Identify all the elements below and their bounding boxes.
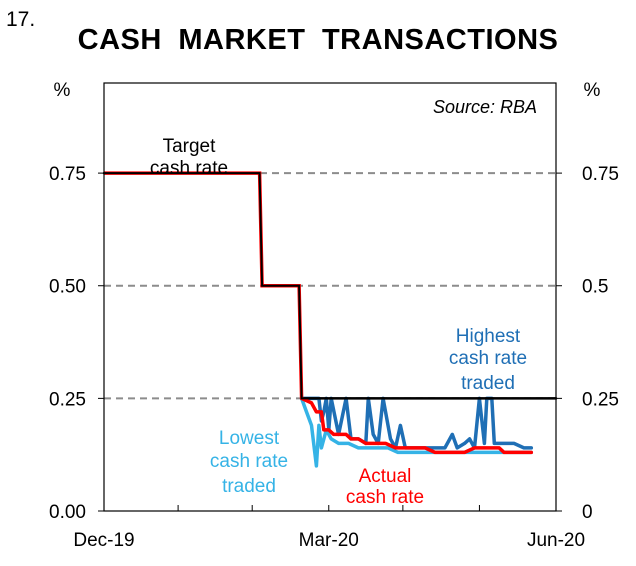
annotation-actual-line1: Actual [359,466,412,487]
y-tick-label-left: 0.00 [49,502,86,523]
annotation-lowest-line1: Lowest [219,428,280,449]
series-highest-cash-rate-traded [299,396,534,450]
y-tick-label-right: 0.5 [582,277,608,298]
left-unit-label: % [54,80,71,101]
series-lowest-cash-rate-traded [299,396,534,468]
annotation-target-line2: cash rate [150,158,228,179]
series-lines [102,171,558,468]
y-tick-label-right: 0 [582,502,593,523]
plot-frame [103,82,557,512]
right-unit-label: % [584,80,601,101]
series-target-cash-rate-overlay [104,172,556,400]
annotation-lowest-line3: traded [222,476,276,497]
axis-ticks: 0.00 0 0.25 0.25 0.50 0.5 0.75 0.75 Dec-19 Mar-20… [49,164,619,551]
x-tick-label: Dec-19 [73,530,134,551]
figure-number: 17. [6,8,36,31]
y-tick-label-left: 0.50 [49,277,86,298]
y-tick-label-right: 0.75 [582,164,619,185]
chart-title: CASH MARKET TRANSACTIONS [77,24,559,56]
annotation-highest-line2: cash rate [449,348,527,369]
series-actual-cash-rate [299,396,534,455]
x-tick-label: Mar-20 [299,530,359,551]
annotation-highest-line3: traded [461,373,515,394]
y-tick-label-right: 0.25 [582,389,619,410]
y-tick-label-left: 0.25 [49,389,86,410]
annotation-lowest-line2: cash rate [210,451,288,472]
y-tick-label-left: 0.75 [49,164,86,185]
annotation-actual-line2: cash rate [346,487,424,508]
source-label: Source: RBA [433,97,537,117]
annotation-highest-line1: Highest [456,326,521,347]
annotation-target-line1: Target [163,136,217,157]
x-tick-label: Jun-20 [527,530,585,551]
